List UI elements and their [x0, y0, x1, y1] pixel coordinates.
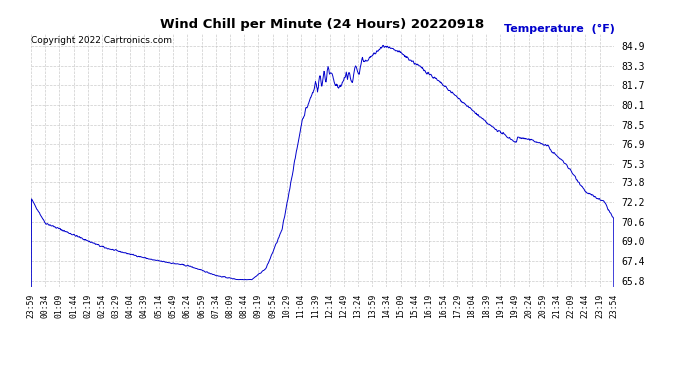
Text: Temperature  (°F): Temperature (°F) — [504, 24, 615, 34]
Title: Wind Chill per Minute (24 Hours) 20220918: Wind Chill per Minute (24 Hours) 2022091… — [161, 18, 484, 31]
Text: Copyright 2022 Cartronics.com: Copyright 2022 Cartronics.com — [31, 36, 172, 45]
